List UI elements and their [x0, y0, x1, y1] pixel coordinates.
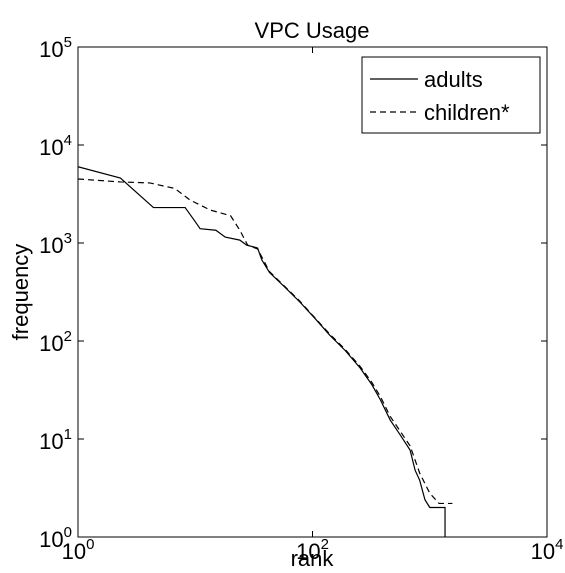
- legend-label: adults: [424, 67, 483, 92]
- y-tick-label-exp: 3: [64, 230, 72, 247]
- x-tick-label: 100: [62, 536, 95, 564]
- x-tick-label-base: 10: [296, 539, 320, 564]
- y-tick-label-base: 10: [39, 331, 63, 356]
- y-tick-label-base: 10: [39, 37, 63, 62]
- y-tick-label-exp: 5: [64, 34, 72, 51]
- y-tick-label: 102: [39, 328, 72, 356]
- line-0: [77, 166, 446, 537]
- y-tick-label-base: 10: [39, 233, 63, 258]
- x-tick-label-base: 10: [531, 539, 555, 564]
- legend-label: children*: [424, 100, 510, 125]
- y-tick-label: 101: [39, 426, 72, 454]
- y-tick-label: 104: [39, 132, 72, 160]
- x-tick-label: 102: [296, 536, 329, 564]
- y-tick-label-exp: 2: [64, 328, 72, 345]
- y-tick-label-base: 10: [39, 527, 63, 552]
- line-1: [77, 178, 453, 505]
- y-axis-label: frequency: [8, 244, 33, 341]
- x-axis-label: rank: [291, 546, 335, 571]
- x-tick-label-exp: 2: [321, 536, 329, 553]
- y-tick-label-base: 10: [39, 429, 63, 454]
- x-tick-label-exp: 4: [555, 536, 563, 553]
- y-tick-label-base: 10: [39, 135, 63, 160]
- x-tick-label-base: 10: [62, 539, 86, 564]
- chart-title: VPC Usage: [255, 18, 370, 43]
- y-tick-label-exp: 4: [64, 132, 72, 149]
- x-tick-label: 104: [531, 536, 564, 564]
- y-tick-label-exp: 1: [64, 426, 72, 443]
- legend-box: [361, 56, 541, 134]
- y-tick-label: 100: [39, 524, 72, 552]
- x-tick-label-exp: 0: [86, 536, 94, 553]
- y-tick-label-exp: 0: [64, 524, 72, 541]
- y-tick-label: 105: [39, 34, 72, 62]
- y-tick-label: 103: [39, 230, 72, 258]
